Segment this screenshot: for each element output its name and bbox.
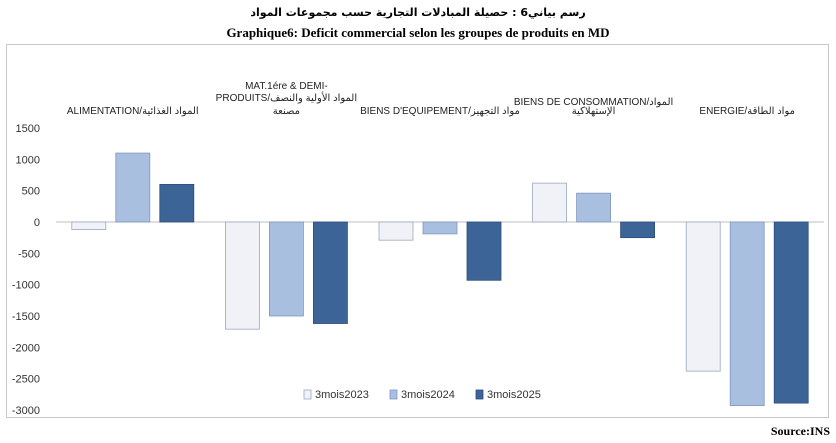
bar-3mois2025 (159, 183, 195, 223)
bar-3mois2023 (71, 221, 107, 230)
category-labels: ALIMENTATION/المواد الغذائية MAT.1ére & D… (67, 81, 795, 117)
legend-label: 3mois2025 (487, 389, 541, 401)
y-tick-label: 1000 (16, 154, 40, 166)
bar-3mois2025 (620, 221, 655, 239)
category-label: PRODUITS/المواد الأولية والنصف (216, 91, 357, 104)
y-tick-label: -3000 (12, 405, 40, 417)
legend-label: 3mois2023 (315, 389, 369, 401)
legend-swatch (303, 389, 312, 400)
y-tick-label: -2000 (12, 342, 40, 354)
chart-title-french: Graphique6: Deficit commercial selon les… (226, 25, 610, 40)
bar-3mois2024 (729, 221, 765, 407)
category-label: MAT.1ére & DEMI- (245, 81, 328, 92)
bar-3mois2023 (685, 221, 721, 372)
bar-3mois2024 (422, 221, 458, 235)
source-label: Source:INS (770, 424, 830, 438)
bar-3mois2023 (532, 182, 567, 223)
chart-title-arabic: رسم بياني6 : حصيلة المبادلات التجارية حس… (250, 6, 586, 19)
bars (71, 152, 809, 407)
bar-3mois2023 (378, 221, 414, 241)
y-tick-label: -1000 (12, 280, 40, 292)
category-label: BIENS D'EQUIPEMENT/مواد التجهيز (360, 106, 520, 117)
category-label: ALIMENTATION/المواد الغذائية (67, 106, 199, 117)
category-label: الإستهلاكية (572, 106, 616, 117)
y-tick-label: 1500 (16, 123, 40, 135)
category-label: مصنعة (273, 106, 300, 117)
legend-swatch (389, 389, 398, 400)
bar-3mois2024 (268, 221, 304, 317)
y-tick-label: 500 (22, 186, 40, 198)
bar-3mois2024 (115, 152, 151, 223)
legend-label: 3mois2024 (401, 389, 455, 401)
bar-3mois2023 (224, 221, 260, 330)
legend: 3mois2023 3mois2024 3mois2025 (303, 389, 541, 401)
y-axis: 1500 1000 500 0 -500 -1000 -1500 -2000 -2500 -300… (12, 123, 40, 417)
category-label: BIENS DE CONSOMMATION/المواد (514, 97, 673, 108)
bar-3mois2025 (466, 221, 502, 281)
y-tick-label: 0 (34, 217, 40, 229)
y-tick-label: -500 (18, 248, 40, 260)
bar-chart: 1500 1000 500 0 -500 -1000 -1500 -2000 -2500 -300… (6, 44, 829, 418)
bar-3mois2025 (312, 221, 348, 324)
bar-3mois2024 (576, 192, 611, 223)
category-label: ENERGIE/مواد الطاقة (699, 106, 795, 117)
y-tick-label: -1500 (12, 311, 40, 323)
legend-swatch (475, 389, 484, 400)
bar-3mois2025 (773, 221, 809, 404)
y-tick-label: -2500 (12, 374, 40, 386)
